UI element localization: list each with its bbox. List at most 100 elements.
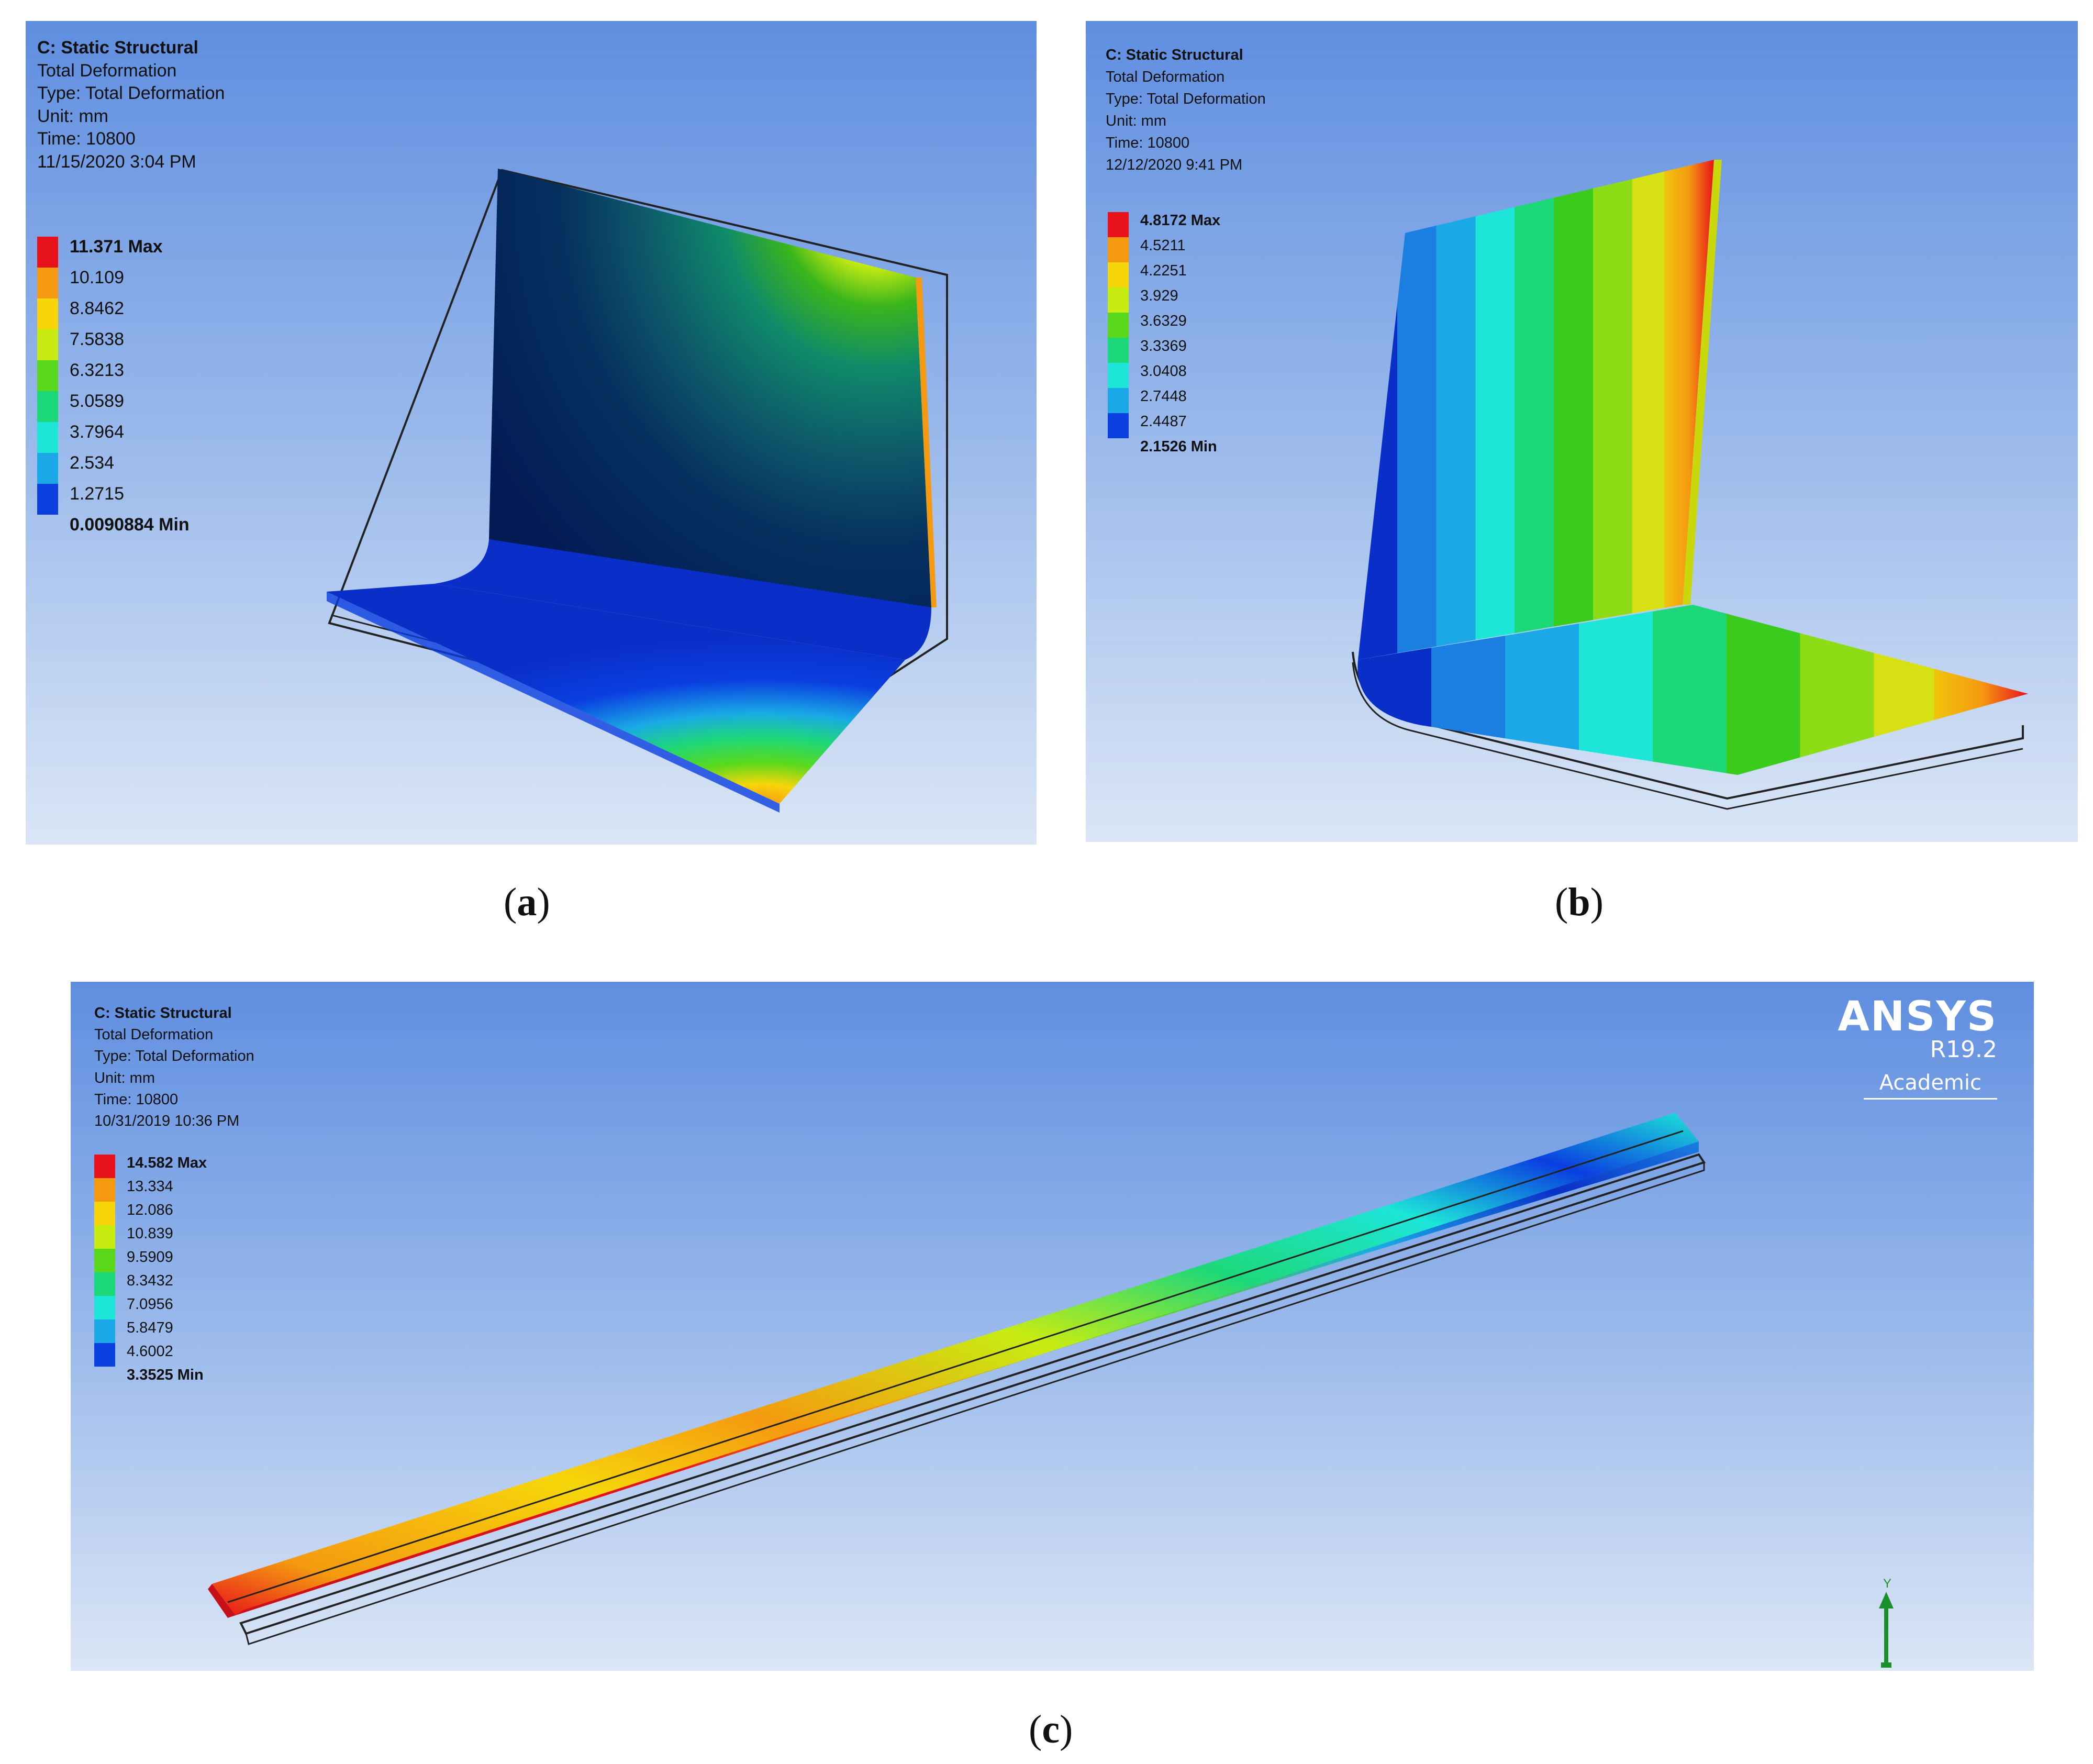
legend-label: 4.5211: [1140, 237, 1186, 254]
color-legend: 4.8172 Max 4.5211 4.2251 3.929 3.6329 3.…: [1108, 212, 1296, 479]
legend-swatch: [37, 237, 58, 268]
caption-b: (b): [1555, 880, 1604, 924]
legend-swatch: [37, 298, 58, 329]
legend-swatch: [37, 268, 58, 298]
legend-label: 12.086: [127, 1202, 173, 1218]
legend-swatch: [37, 484, 58, 515]
legend-swatch: [37, 329, 58, 360]
legend-label: 4.6002: [127, 1343, 173, 1360]
legend-swatch: [1108, 287, 1129, 313]
legend-swatch: [94, 1202, 115, 1225]
legend-swatch: [94, 1155, 115, 1178]
legend-label: 3.6329: [1140, 313, 1187, 329]
ansys-branding: ANSYS R19.2 Academic: [1838, 996, 1997, 1100]
legend-max-label: 4.8172 Max: [1140, 212, 1221, 229]
legend-label: 6.3213: [70, 360, 124, 380]
legend-label: 1.2715: [70, 484, 124, 504]
legend-label: 9.5909: [127, 1249, 173, 1266]
legend-swatch: [1108, 363, 1129, 388]
info-line: C: Static Structural: [94, 1005, 232, 1022]
legend-label: 7.0956: [127, 1296, 173, 1313]
legend-label: 2.7448: [1140, 388, 1187, 405]
info-line: C: Static Structural: [37, 38, 198, 58]
legend-swatch: [37, 360, 58, 391]
legend-swatch: [1108, 212, 1129, 237]
legend-swatch: [1108, 413, 1129, 438]
legend-swatch: [37, 391, 58, 422]
caption-c: (c): [1029, 1707, 1073, 1751]
legend-label: 3.929: [1140, 287, 1178, 304]
legend-label: 10.839: [127, 1225, 173, 1242]
legend-swatch: [37, 453, 58, 484]
model-c-geometry: [208, 1113, 1706, 1645]
legend-swatch: [94, 1296, 115, 1319]
caption-a: (a): [504, 880, 550, 924]
ansys-version: R19.2: [1930, 1036, 1997, 1063]
info-line: Time: 10800: [37, 129, 136, 149]
legend-swatch: [94, 1319, 115, 1343]
legend-label: 8.8462: [70, 298, 124, 318]
legend-min-label: 3.3525 Min: [127, 1367, 204, 1383]
legend-label: 5.8479: [127, 1319, 173, 1336]
legend-swatch: [1108, 237, 1129, 262]
legend-swatch: [1108, 262, 1129, 287]
info-line: Unit: mm: [37, 106, 108, 126]
legend-min-label: 0.0090884 Min: [70, 515, 190, 535]
legend-label: 2.4487: [1140, 413, 1187, 430]
legend-swatch: [94, 1225, 115, 1249]
legend-label: 5.0589: [70, 391, 124, 411]
result-info: C: Static Structural Total Deformation T…: [37, 37, 225, 173]
model-a-geometry: [327, 169, 948, 813]
info-line: 12/12/2020 9:41 PM: [1106, 157, 1243, 174]
viewport-a[interactable]: C: Static Structural Total Deformation T…: [26, 21, 1037, 845]
legend-label: 4.2251: [1140, 262, 1187, 279]
color-legend: 11.371 Max 10.109 8.8462 7.5838 6.3213 5…: [37, 237, 257, 561]
legend-max-label: 11.371 Max: [70, 237, 163, 257]
viewport-b[interactable]: C: Static Structural Total Deformation T…: [1086, 21, 2078, 842]
info-line: Unit: mm: [1106, 113, 1166, 130]
beam-web: [236, 1141, 1699, 1615]
result-info: C: Static Structural Total Deformation T…: [1106, 44, 1266, 176]
axis-triad-icon[interactable]: Y: [1872, 1576, 1903, 1671]
triad-axis-label: Y: [1883, 1577, 1891, 1591]
info-line: Unit: mm: [94, 1069, 155, 1086]
beam-top-flange: [212, 1113, 1699, 1615]
info-line: C: Static Structural: [1106, 47, 1243, 63]
legend-swatch: [94, 1249, 115, 1272]
legend-label: 2.534: [70, 453, 115, 473]
legend-label: 7.5838: [70, 329, 124, 349]
horizontal-flange: [327, 584, 905, 804]
info-line: Time: 10800: [1106, 135, 1190, 152]
legend-label: 13.334: [127, 1178, 173, 1195]
model-b-geometry: [1352, 160, 2028, 810]
info-line: 11/15/2020 3:04 PM: [37, 151, 196, 172]
vertical-flange: [489, 169, 931, 660]
info-line: Total Deformation: [37, 60, 177, 81]
info-line: Type: Total Deformation: [94, 1048, 254, 1065]
legend-swatch: [94, 1272, 115, 1296]
legend-swatch: [37, 422, 58, 453]
legend-label: 3.0408: [1140, 363, 1187, 380]
horizontal-flange: [1357, 605, 2028, 775]
legend-label: 8.3432: [127, 1272, 173, 1289]
legend-swatch: [94, 1343, 115, 1367]
viewport-c[interactable]: C: Static Structural Total Deformation T…: [71, 982, 2034, 1671]
legend-max-label: 14.582 Max: [127, 1155, 207, 1171]
info-line: Total Deformation: [1106, 69, 1225, 86]
vertical-flange: [1358, 160, 1714, 660]
result-info: C: Static Structural Total Deformation T…: [94, 1003, 254, 1132]
legend-label: 3.3369: [1140, 338, 1187, 354]
info-line: Type: Total Deformation: [1106, 91, 1266, 108]
ansys-logo: ANSYS: [1838, 993, 1997, 1040]
info-line: Time: 10800: [94, 1091, 179, 1108]
color-legend: 14.582 Max 13.334 12.086 10.839 9.5909 8…: [94, 1155, 293, 1416]
legend-swatch: [1108, 388, 1129, 413]
info-line: 10/31/2019 10:36 PM: [94, 1112, 240, 1129]
legend-label: 3.7964: [70, 422, 124, 442]
legend-swatch: [94, 1178, 115, 1202]
legend-swatch: [1108, 313, 1129, 338]
legend-swatch: [1108, 338, 1129, 363]
info-line: Total Deformation: [94, 1026, 214, 1044]
ansys-edition: Academic: [1863, 1071, 1997, 1100]
legend-min-label: 2.1526 Min: [1140, 438, 1217, 455]
